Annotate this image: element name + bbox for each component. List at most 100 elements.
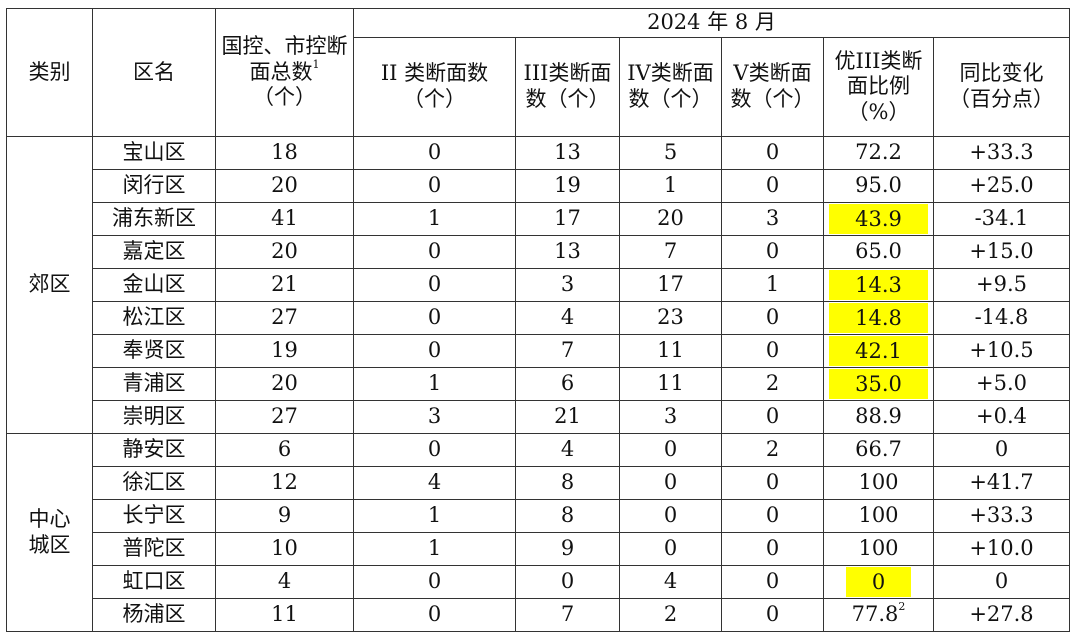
header-class3: III类断面数（个） [515, 37, 620, 137]
total-cell: 20 [215, 235, 354, 269]
c2-cell: 0 [353, 598, 516, 632]
district-cell: 宝山区 [92, 136, 216, 170]
table-row: 青浦区 20 1 6 11 2 35.0 +5.0 [7, 367, 1070, 401]
ratio-value: 14.8 [829, 303, 928, 333]
header-class4: IV类断面数（个） [619, 37, 722, 137]
c2-cell: 0 [353, 334, 516, 368]
district-cell: 普陀区 [92, 532, 216, 566]
total-cell: 27 [215, 301, 354, 335]
total-cell: 11 [215, 598, 354, 632]
header-class2: II 类断面数（个） [353, 37, 516, 137]
c5-cell: 3 [721, 202, 824, 236]
c4-cell: 1 [619, 169, 722, 203]
c2-cell: 0 [353, 565, 516, 599]
c5-cell: 0 [721, 598, 824, 632]
change-cell: +27.8 [933, 598, 1070, 632]
total-cell: 12 [215, 466, 354, 500]
table-row: 嘉定区 20 0 13 7 0 65.0 +15.0 [7, 235, 1070, 269]
change-cell: +5.0 [933, 367, 1070, 401]
table-body: 郊区 宝山区 18 0 13 5 0 72.2 +33.3 闵行区 20 0 19 1 0 95.0 +25.0… [6, 136, 1070, 632]
header-change: 同比变化（百分点） [933, 37, 1070, 137]
district-cell: 闵行区 [92, 169, 216, 203]
change-cell: 0 [933, 433, 1070, 467]
c2-cell: 1 [353, 532, 516, 566]
change-cell: +33.3 [933, 136, 1070, 170]
total-cell: 18 [215, 136, 354, 170]
table-row: 崇明区 27 3 21 3 0 88.9 +0.4 [7, 400, 1070, 434]
c5-cell: 0 [721, 532, 824, 566]
c4-cell: 20 [619, 202, 722, 236]
district-cell: 青浦区 [92, 367, 216, 401]
total-cell: 9 [215, 499, 354, 533]
c3-cell: 4 [515, 433, 620, 467]
ratio-value: 42.1 [829, 336, 928, 366]
ratio-cell: 100 [823, 466, 934, 500]
table-row: 奉贤区 19 0 7 11 0 42.1 +10.5 [7, 334, 1070, 368]
c3-cell: 0 [515, 565, 620, 599]
c3-cell: 13 [515, 136, 620, 170]
ratio-value: 35.0 [829, 369, 928, 399]
category-cell: 郊区 [6, 136, 93, 434]
ratio-value: 77.8 [851, 602, 899, 627]
c2-cell: 0 [353, 268, 516, 302]
district-cell: 嘉定区 [92, 235, 216, 269]
c4-cell: 5 [619, 136, 722, 170]
c5-cell: 0 [721, 400, 824, 434]
c4-cell: 0 [619, 433, 722, 467]
c5-cell: 2 [721, 433, 824, 467]
c2-cell: 0 [353, 433, 516, 467]
c4-cell: 4 [619, 565, 722, 599]
c4-cell: 11 [619, 367, 722, 401]
c5-cell: 0 [721, 169, 824, 203]
ratio-cell: 88.9 [823, 400, 934, 434]
header-total-note: 1 [312, 57, 320, 71]
district-cell: 金山区 [92, 268, 216, 302]
c2-cell: 1 [353, 499, 516, 533]
ratio-cell: 65.0 [823, 235, 934, 269]
ratio-cell: 95.0 [823, 169, 934, 203]
header-category: 类别 [6, 8, 93, 137]
c4-cell: 0 [619, 532, 722, 566]
c5-cell: 1 [721, 268, 824, 302]
table-row: 徐汇区 12 4 8 0 0 100 +41.7 [7, 466, 1070, 500]
c2-cell: 1 [353, 202, 516, 236]
c3-cell: 19 [515, 169, 620, 203]
district-cell: 浦东新区 [92, 202, 216, 236]
district-cell: 徐汇区 [92, 466, 216, 500]
c4-cell: 2 [619, 598, 722, 632]
c3-cell: 13 [515, 235, 620, 269]
change-cell: 0 [933, 565, 1070, 599]
table-row: 长宁区 9 1 8 0 0 100 +33.3 [7, 499, 1070, 533]
c4-cell: 7 [619, 235, 722, 269]
c3-cell: 8 [515, 466, 620, 500]
c3-cell: 7 [515, 598, 620, 632]
c3-cell: 7 [515, 334, 620, 368]
header-total-label: 国控、市控断面总数 [221, 34, 348, 84]
header-district: 区名 [92, 8, 216, 137]
change-cell: -34.1 [933, 202, 1070, 236]
c4-cell: 11 [619, 334, 722, 368]
header-total: 国控、市控断面总数1 （个） [215, 8, 354, 137]
ratio-value: 14.3 [829, 270, 928, 300]
change-cell: +9.5 [933, 268, 1070, 302]
ratio-value: 100 [858, 503, 899, 528]
ratio-value: 95.0 [855, 173, 902, 198]
change-cell: +10.0 [933, 532, 1070, 566]
c3-cell: 3 [515, 268, 620, 302]
c5-cell: 0 [721, 499, 824, 533]
total-cell: 20 [215, 367, 354, 401]
district-cell: 虹口区 [92, 565, 216, 599]
district-cell: 杨浦区 [92, 598, 216, 632]
c3-cell: 21 [515, 400, 620, 434]
change-cell: -14.8 [933, 301, 1070, 335]
table-row: 杨浦区 11 0 7 2 0 77.82 +27.8 [7, 598, 1070, 632]
c2-cell: 0 [353, 301, 516, 335]
ratio-value: 43.9 [829, 204, 928, 234]
district-cell: 奉贤区 [92, 334, 216, 368]
c5-cell: 0 [721, 466, 824, 500]
ratio-cell: 100 [823, 499, 934, 533]
table-row: 闵行区 20 0 19 1 0 95.0 +25.0 [7, 169, 1070, 203]
ratio-value: 66.7 [855, 437, 902, 462]
change-cell: +41.7 [933, 466, 1070, 500]
table-row: 郊区 宝山区 18 0 13 5 0 72.2 +33.3 [6, 136, 1070, 434]
